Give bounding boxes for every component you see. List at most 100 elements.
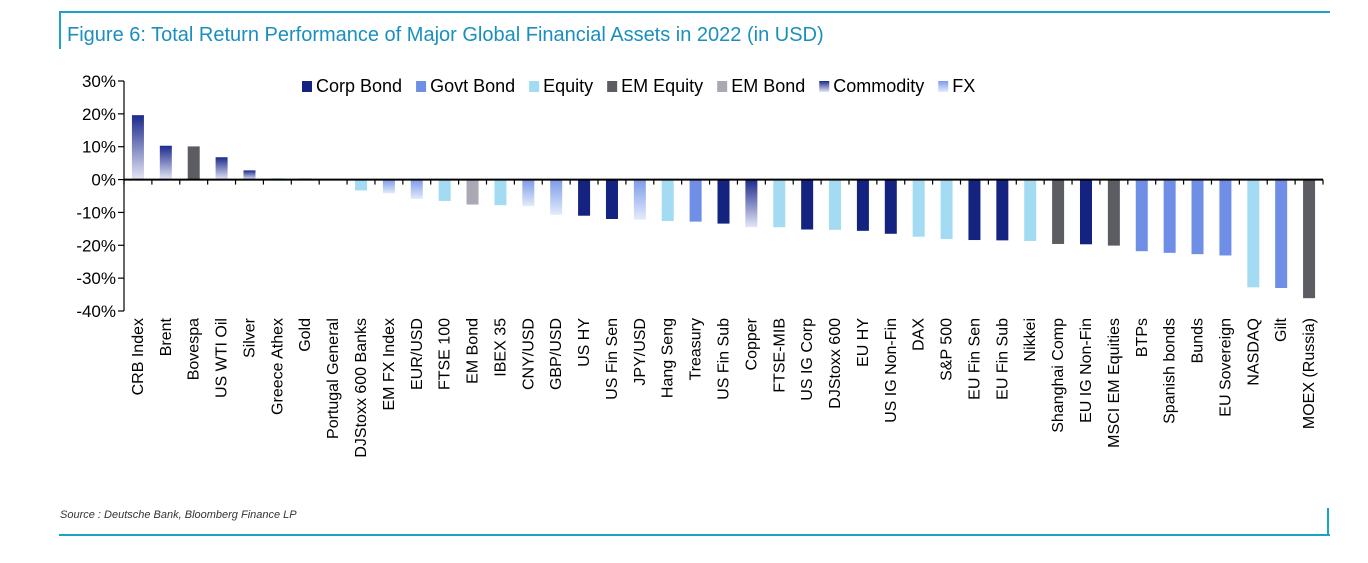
- bar-ibex-35: [494, 179, 507, 206]
- y-tick-label: 0%: [91, 171, 116, 190]
- x-tick-label: S&P 500: [939, 318, 956, 381]
- x-tick-label: EU Fin Sen: [966, 318, 983, 400]
- x-tick-label: EU Sovereign: [1217, 318, 1234, 417]
- chart-title: Figure 6: Total Return Performance of Ma…: [67, 24, 824, 46]
- x-tick-label: Gilt: [1273, 317, 1290, 342]
- figure-frame-right: [1327, 508, 1329, 534]
- x-tick-label: FTSE 100: [437, 318, 454, 390]
- x-tick-label: EUR/USD: [409, 318, 426, 390]
- x-tick-label: DJStoxx 600 Banks: [353, 318, 370, 458]
- figure-frame-bottom: [59, 534, 1330, 536]
- x-tick-label: DJStoxx 600: [827, 318, 844, 409]
- bar-em-fx-index: [382, 179, 395, 194]
- x-tick-label: EU Fin Sub: [994, 318, 1011, 400]
- x-tick-label: US HY: [576, 318, 593, 367]
- bar-us-fin-sen: [605, 179, 618, 219]
- x-tick-label: FTSE-MIB: [771, 318, 788, 393]
- bar-silver: [243, 170, 256, 180]
- legend-label: Corp Bond: [316, 76, 402, 96]
- source-note: Source : Deutsche Bank, Bloomberg Financ…: [60, 509, 297, 521]
- legend-swatch-em-bond: [717, 81, 728, 92]
- bar-treasury: [689, 179, 702, 222]
- x-tick-label: Bunds: [1190, 318, 1207, 363]
- bars-group: [131, 115, 1316, 299]
- y-tick-label: -30%: [76, 269, 116, 288]
- x-tick-label: EM Bond: [465, 318, 482, 384]
- x-tick-label: BTPs: [1134, 318, 1151, 357]
- legend-swatch-corp-bond: [302, 81, 312, 92]
- legend: Corp Bond Govt Bond Equity EM Equity EM Bond…: [302, 76, 975, 96]
- x-tick-label: GBP/USD: [548, 318, 565, 390]
- y-tick-label: 10%: [82, 138, 116, 157]
- y-tick-label: 20%: [82, 105, 116, 124]
- y-tick-label: -20%: [76, 236, 116, 255]
- x-tick-label: Silver: [241, 317, 258, 358]
- y-tick-label: -40%: [76, 302, 116, 321]
- x-tick-label: Brent: [158, 317, 175, 356]
- bar-hang-seng: [661, 179, 674, 221]
- bar-shanghai-comp: [1052, 179, 1065, 244]
- bar-eu-ig-non-fin: [1079, 179, 1092, 245]
- legend-label: EM Bond: [731, 76, 805, 96]
- x-tick-label: CRB Index: [130, 318, 147, 395]
- bar-jpy-usd: [633, 179, 646, 220]
- x-tick-label: NASDAQ: [1245, 318, 1262, 386]
- bar-djstoxx-600-banks: [355, 179, 368, 191]
- x-tick-label: EM FX Index: [381, 318, 398, 410]
- legend-swatch-fx: [938, 81, 949, 92]
- legend-label: EM Equity: [621, 76, 703, 96]
- bar-spanish-bonds: [1163, 179, 1176, 253]
- x-tick-label: Spanish bonds: [1162, 318, 1179, 424]
- x-tick-label: US IG Non-Fin: [883, 318, 900, 423]
- legend-swatch-commodity: [819, 81, 830, 92]
- bar-em-bond: [466, 179, 479, 205]
- legend-swatch-em-equity: [607, 81, 618, 92]
- x-tick-label: Copper: [743, 317, 760, 370]
- bar-eu-sovereign: [1219, 179, 1232, 256]
- bar-ftse-mib: [773, 179, 786, 228]
- bar-dax: [912, 179, 925, 237]
- y-tick-label: 30%: [82, 72, 116, 91]
- axes-group: 30% 20% 10% 0% -10% -20% -30% -40% CRB Index Bren…: [76, 72, 1324, 458]
- x-tick-label: CNY/USD: [520, 318, 537, 390]
- legend-swatch-equity: [529, 81, 540, 92]
- x-tick-label: US Fin Sub: [716, 318, 733, 400]
- bar-ftse-100: [438, 179, 451, 201]
- bar-nasdaq: [1247, 179, 1260, 288]
- legend-label: Equity: [543, 76, 593, 96]
- bar-us-ig-corp: [801, 179, 814, 230]
- bar-btps: [1135, 179, 1148, 252]
- x-tick-label: Portugal General: [325, 318, 342, 439]
- bar-eu-fin-sub: [996, 179, 1009, 241]
- bar-eur-usd: [410, 179, 423, 199]
- x-tick-label: IBEX 35: [492, 318, 509, 377]
- bar-us-ig-non-fin: [884, 179, 897, 234]
- bar-gilt: [1275, 179, 1288, 288]
- bar-s-p-500: [940, 179, 953, 240]
- bar-djstoxx-600: [829, 179, 842, 230]
- x-tick-label: EU IG Non-Fin: [1078, 318, 1095, 423]
- bar-eu-fin-sen: [968, 179, 981, 241]
- x-tick-label: Hang Seng: [660, 318, 677, 398]
- bar-moex-russia-: [1303, 179, 1316, 299]
- bar-us-wti-oil: [215, 157, 228, 180]
- legend-label: Commodity: [833, 76, 924, 96]
- x-tick-label: Greece Athex: [269, 318, 286, 415]
- x-tick-label: MOEX (Russia): [1301, 318, 1318, 429]
- figure-frame-top: [59, 11, 1330, 13]
- bar-brent: [159, 145, 172, 180]
- x-tick-label: DAX: [911, 318, 928, 351]
- x-tick-label: JPY/USD: [632, 318, 649, 386]
- figure-frame-left: [59, 11, 61, 49]
- bar-cny-usd: [522, 179, 535, 207]
- x-tick-label: Treasury: [688, 318, 705, 381]
- x-tick-label: US WTI Oil: [214, 318, 231, 398]
- y-tick-label: -10%: [76, 203, 116, 222]
- bar-gbp-usd: [550, 179, 563, 215]
- bar-us-fin-sub: [717, 179, 730, 224]
- x-tick-label: Nikkei: [1022, 318, 1039, 362]
- legend-label: Govt Bond: [430, 76, 515, 96]
- x-tick-label: Bovespa: [186, 318, 203, 380]
- x-tick-label: US IG Corp: [799, 318, 816, 401]
